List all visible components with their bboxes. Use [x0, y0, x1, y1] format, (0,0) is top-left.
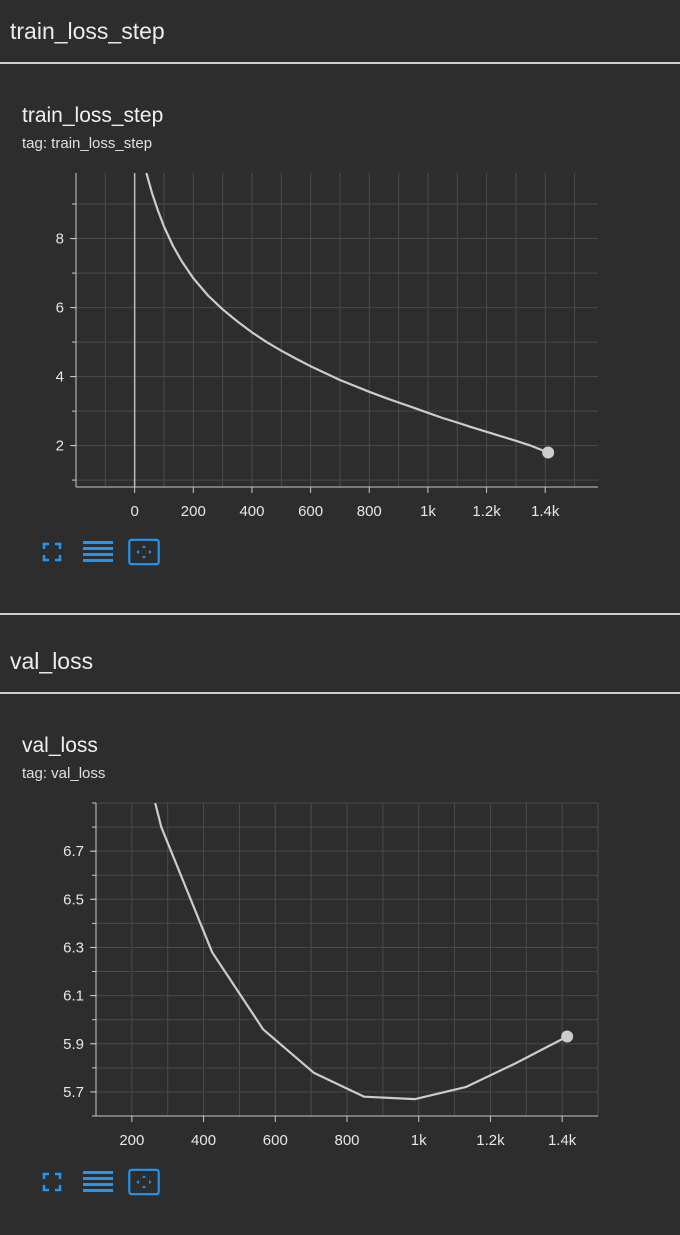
fit-domain-button[interactable] — [128, 1166, 160, 1198]
fit-domain-icon — [128, 1168, 160, 1196]
train-loss-step-chart[interactable]: 0 200 400 600 800 1k 1.2k 1.4k 2 4 6 8 — [0, 0, 680, 530]
fullscreen-icon — [42, 1172, 62, 1192]
toggle-legend-button[interactable] — [82, 536, 114, 568]
x-tick-label: 1.2k — [472, 503, 501, 520]
series-last-point — [561, 1030, 574, 1043]
section-title: train_loss_step — [10, 17, 165, 44]
fit-domain-icon — [128, 538, 160, 566]
section-header-train-loss-step[interactable]: train_loss_step — [0, 0, 680, 64]
y-tick-label: 5.9 — [63, 1036, 84, 1053]
x-tick-label: 600 — [298, 503, 323, 520]
x-tick-label: 1.4k — [531, 503, 560, 520]
x-tick-label: 400 — [191, 1132, 216, 1149]
fit-domain-button[interactable] — [128, 536, 160, 568]
fullscreen-button[interactable] — [36, 536, 68, 568]
toggle-legend-button[interactable] — [82, 1166, 114, 1198]
y-tick-label: 4 — [56, 369, 64, 386]
x-tick-label: 600 — [263, 1132, 288, 1149]
section-title: val_loss — [10, 647, 94, 674]
card-toolbar — [36, 1166, 160, 1198]
y-tick-label: 5.7 — [63, 1084, 84, 1101]
list-icon — [83, 1171, 113, 1192]
x-tick-label: 1k — [411, 1132, 427, 1149]
x-tick-label: 800 — [357, 503, 382, 520]
series-line — [154, 803, 568, 1101]
x-tick-label: 800 — [334, 1132, 359, 1149]
series-line — [145, 173, 549, 454]
x-tick-label: 0 — [130, 503, 138, 520]
x-tick-label: 1.4k — [548, 1132, 577, 1149]
series-last-point — [542, 446, 555, 459]
chart-grid — [75, 173, 598, 487]
section-divider — [0, 613, 680, 615]
x-tick-label: 1k — [420, 503, 436, 520]
list-icon — [83, 541, 113, 562]
y-tick-label: 6 — [56, 300, 64, 317]
x-tick-label: 200 — [119, 1132, 144, 1149]
card-title: train_loss_step — [22, 104, 164, 127]
x-tick-label: 400 — [239, 503, 264, 520]
card-tag: tag: train_loss_step — [22, 135, 153, 152]
y-tick-label: 6.3 — [63, 939, 84, 956]
fullscreen-button[interactable] — [36, 1166, 68, 1198]
y-tick-label: 6.1 — [63, 988, 84, 1005]
x-tick-label: 1.2k — [476, 1132, 505, 1149]
card-title: val_loss — [22, 734, 98, 757]
fullscreen-icon — [42, 542, 62, 562]
card-tag: tag: val_loss — [22, 765, 106, 782]
y-tick-label: 6.7 — [63, 843, 84, 860]
val-loss-chart[interactable]: 200 400 600 800 1k 1.2k 1.4k 5.7 5.9 6.1 6.3 6.5 6.7 — [0, 0, 680, 1160]
y-tick-label: 2 — [56, 438, 64, 455]
y-tick-label: 8 — [56, 231, 64, 248]
y-tick-label: 6.5 — [63, 891, 84, 908]
card-toolbar — [36, 536, 160, 568]
section-header-val-loss[interactable]: val_loss — [0, 630, 680, 694]
x-tick-label: 200 — [181, 503, 206, 520]
